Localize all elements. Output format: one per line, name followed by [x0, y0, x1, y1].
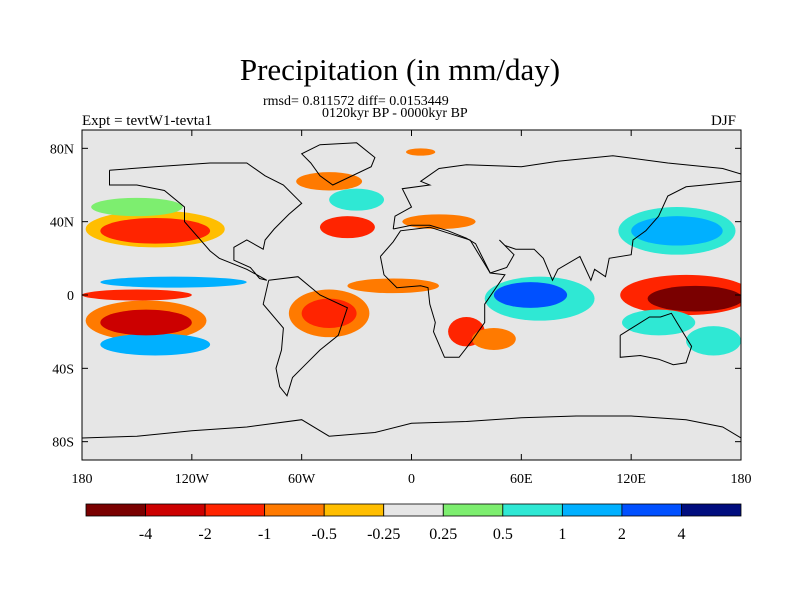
anomaly-w-pacific-dry — [647, 285, 741, 312]
subtitle-stats: rmsd= 0.811572 diff= 0.0153449 — [263, 94, 449, 109]
y-tick-label: 0 — [67, 289, 74, 304]
coastline-africa — [379, 226, 506, 358]
colorbar-swatch — [264, 503, 325, 517]
colorbar-label: -4 — [139, 526, 152, 543]
coastline-australia — [619, 312, 693, 366]
colorbar-label: -0.5 — [312, 526, 337, 543]
colorbar-swatch — [442, 503, 504, 517]
map-title: Precipitation (in mm/day) — [239, 52, 561, 87]
colorbar-swatch — [561, 503, 623, 517]
y-tick-label: 80S — [52, 436, 74, 451]
x-tick-label: 60E — [510, 472, 533, 487]
x-tick-label: 60W — [288, 472, 316, 487]
anomaly-indian-ocean-wet — [493, 282, 568, 308]
coastlines — [82, 142, 741, 439]
x-tick-label: 120E — [616, 472, 646, 487]
coastline-eurasia — [392, 155, 741, 282]
colorbar-label: 1 — [558, 526, 566, 543]
anomaly-n-atlantic-wet — [329, 188, 385, 211]
anomaly-n-atlantic-dry — [319, 216, 375, 239]
coastline-north-america — [109, 162, 303, 281]
colorbar-label: -2 — [198, 526, 211, 543]
colorbar-label: 0.25 — [429, 526, 457, 543]
anomaly-se-pacific-wet — [100, 333, 211, 356]
experiment-label: Expt = tevtW1-tevta1 — [82, 113, 213, 129]
colorbar-swatch — [502, 503, 563, 517]
colorbar-label: 0.5 — [493, 526, 513, 543]
colorbar-swatch — [383, 503, 444, 517]
anomaly-field — [82, 148, 741, 356]
anomaly-itcz-pacific-dry — [82, 289, 192, 301]
colorbar-label: -0.25 — [367, 526, 400, 543]
x-tick-label: 120W — [175, 472, 210, 487]
coastline-antarctica — [82, 415, 741, 439]
anomaly-itcz-pacific-wet — [100, 276, 247, 288]
x-tick-label: 0 — [408, 472, 415, 487]
colorbar-swatch — [323, 503, 385, 517]
y-tick-label: 40S — [52, 362, 74, 377]
colorbar-swatch — [621, 503, 682, 517]
subtitle-period: 0120kyr BP - 0000kyr BP — [322, 106, 468, 121]
anomaly-n-pacific-wet — [91, 197, 183, 217]
colorbar-swatch — [145, 503, 206, 517]
season-label: DJF — [711, 113, 737, 129]
colorbar-label: 2 — [618, 526, 626, 543]
anomaly-arctic-dry — [406, 148, 436, 156]
colorbar-swatch — [204, 503, 266, 517]
coastline-greenland — [300, 142, 376, 186]
anomaly-s-pacific-wet — [686, 326, 741, 356]
colorbar-swatch — [681, 503, 742, 517]
y-tick-label: 80N — [50, 142, 74, 157]
anomaly-n-pacific-dry — [100, 218, 211, 244]
colorbar-label: -1 — [258, 526, 271, 543]
anomaly-se-pacific-dry — [100, 309, 192, 336]
colorbar-label: 4 — [677, 526, 685, 543]
anomaly-atlantic-itcz-dry — [347, 278, 439, 294]
anomaly-nw-pacific-wet — [631, 216, 723, 246]
colorbar-swatch — [85, 503, 146, 517]
x-tick-label: 180 — [731, 472, 752, 487]
anomaly-australia-wet — [622, 309, 696, 336]
x-tick-label: 180 — [72, 472, 93, 487]
coastline-south-america — [262, 276, 349, 397]
anomaly-s-indian-dry — [471, 328, 516, 350]
anomaly-n-atlantic-orange — [296, 172, 363, 191]
y-tick-label: 40N — [50, 216, 74, 231]
